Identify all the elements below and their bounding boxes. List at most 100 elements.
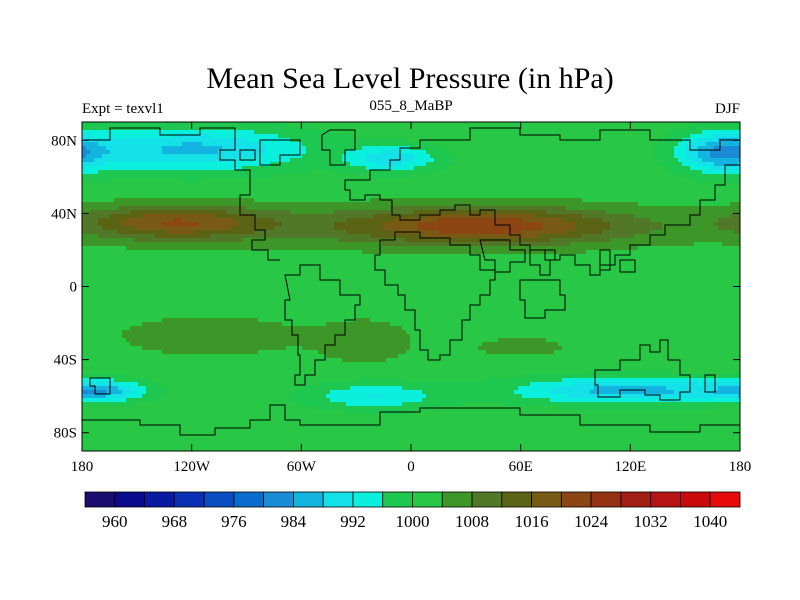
field-cell (214, 422, 219, 427)
field-cell (234, 238, 239, 243)
field-cell (150, 294, 155, 299)
field-cell (138, 398, 143, 403)
field-cell (298, 382, 303, 387)
field-cell (130, 362, 135, 367)
field-cell (242, 350, 247, 355)
field-cell (102, 370, 107, 375)
field-cell (86, 226, 91, 231)
field-cell (234, 310, 239, 315)
field-cell (242, 386, 247, 391)
field-cell (246, 374, 251, 379)
field-cell (142, 266, 147, 271)
field-cell (154, 274, 159, 279)
field-cell (230, 350, 235, 355)
field-cell (270, 382, 275, 387)
field-cell (314, 334, 319, 339)
field-cell (134, 346, 139, 351)
field-cell (170, 294, 175, 299)
field-cell (98, 142, 103, 147)
field-cell (150, 418, 155, 423)
field-cell (234, 410, 239, 415)
field-cell (222, 314, 227, 319)
field-cell (158, 370, 163, 375)
field-cell (222, 398, 227, 403)
field-cell (190, 202, 195, 207)
field-cell (178, 142, 183, 147)
field-cell (258, 242, 263, 247)
field-cell (106, 122, 111, 127)
field-cell (158, 382, 163, 387)
field-cell (210, 438, 215, 443)
field-cell (250, 170, 255, 175)
field-cell (306, 326, 311, 331)
field-cell (190, 402, 195, 407)
field-cell (86, 190, 91, 195)
field-cell (94, 242, 99, 247)
field-cell (206, 366, 211, 371)
field-cell (174, 246, 179, 251)
field-cell (110, 306, 115, 311)
field-cell (306, 338, 311, 343)
field-cell (222, 330, 227, 335)
field-cell (214, 386, 219, 391)
field-cell (222, 254, 227, 259)
field-cell (234, 314, 239, 319)
field-cell (102, 314, 107, 319)
field-cell (86, 150, 91, 155)
field-cell (82, 334, 87, 339)
field-cell (114, 206, 119, 211)
field-cell (266, 154, 271, 159)
field-cell (158, 402, 163, 407)
field-cell (102, 334, 107, 339)
field-cell (170, 262, 175, 267)
field-cell (250, 166, 255, 171)
field-cell (258, 358, 263, 363)
field-cell (86, 186, 91, 191)
field-cell (182, 126, 187, 131)
field-cell (178, 138, 183, 143)
field-cell (90, 286, 95, 291)
field-cell (242, 366, 247, 371)
field-cell (274, 434, 279, 439)
field-cell (166, 346, 171, 351)
field-cell (274, 134, 279, 139)
field-cell (274, 386, 279, 391)
field-cell (266, 214, 271, 219)
field-cell (182, 142, 187, 147)
field-cell (186, 326, 191, 331)
field-cell (274, 218, 279, 223)
field-cell (226, 130, 231, 135)
field-cell (182, 362, 187, 367)
field-cell (98, 250, 103, 255)
field-cell (94, 178, 99, 183)
field-cell (274, 338, 279, 343)
field-cell (314, 306, 319, 311)
field-cell (310, 362, 315, 367)
field-cell (282, 334, 287, 339)
field-cell (82, 406, 87, 411)
field-cell (226, 286, 231, 291)
field-cell (294, 210, 299, 215)
field-cell (214, 266, 219, 271)
field-cell (146, 266, 151, 271)
field-cell (178, 386, 183, 391)
field-cell (250, 378, 255, 383)
field-cell (86, 330, 91, 335)
field-cell (146, 282, 151, 287)
field-cell (286, 238, 291, 243)
field-cell (178, 382, 183, 387)
field-cell (298, 426, 303, 431)
field-cell (250, 410, 255, 415)
field-cell (186, 418, 191, 423)
field-cell (214, 378, 219, 383)
field-cell (198, 230, 203, 235)
field-cell (114, 142, 119, 147)
field-cell (290, 198, 295, 203)
field-cell (190, 294, 195, 299)
field-cell (82, 374, 87, 379)
field-cell (158, 190, 163, 195)
field-cell (170, 146, 175, 151)
field-cell (138, 326, 143, 331)
field-cell (246, 170, 251, 175)
field-cell (106, 258, 111, 263)
